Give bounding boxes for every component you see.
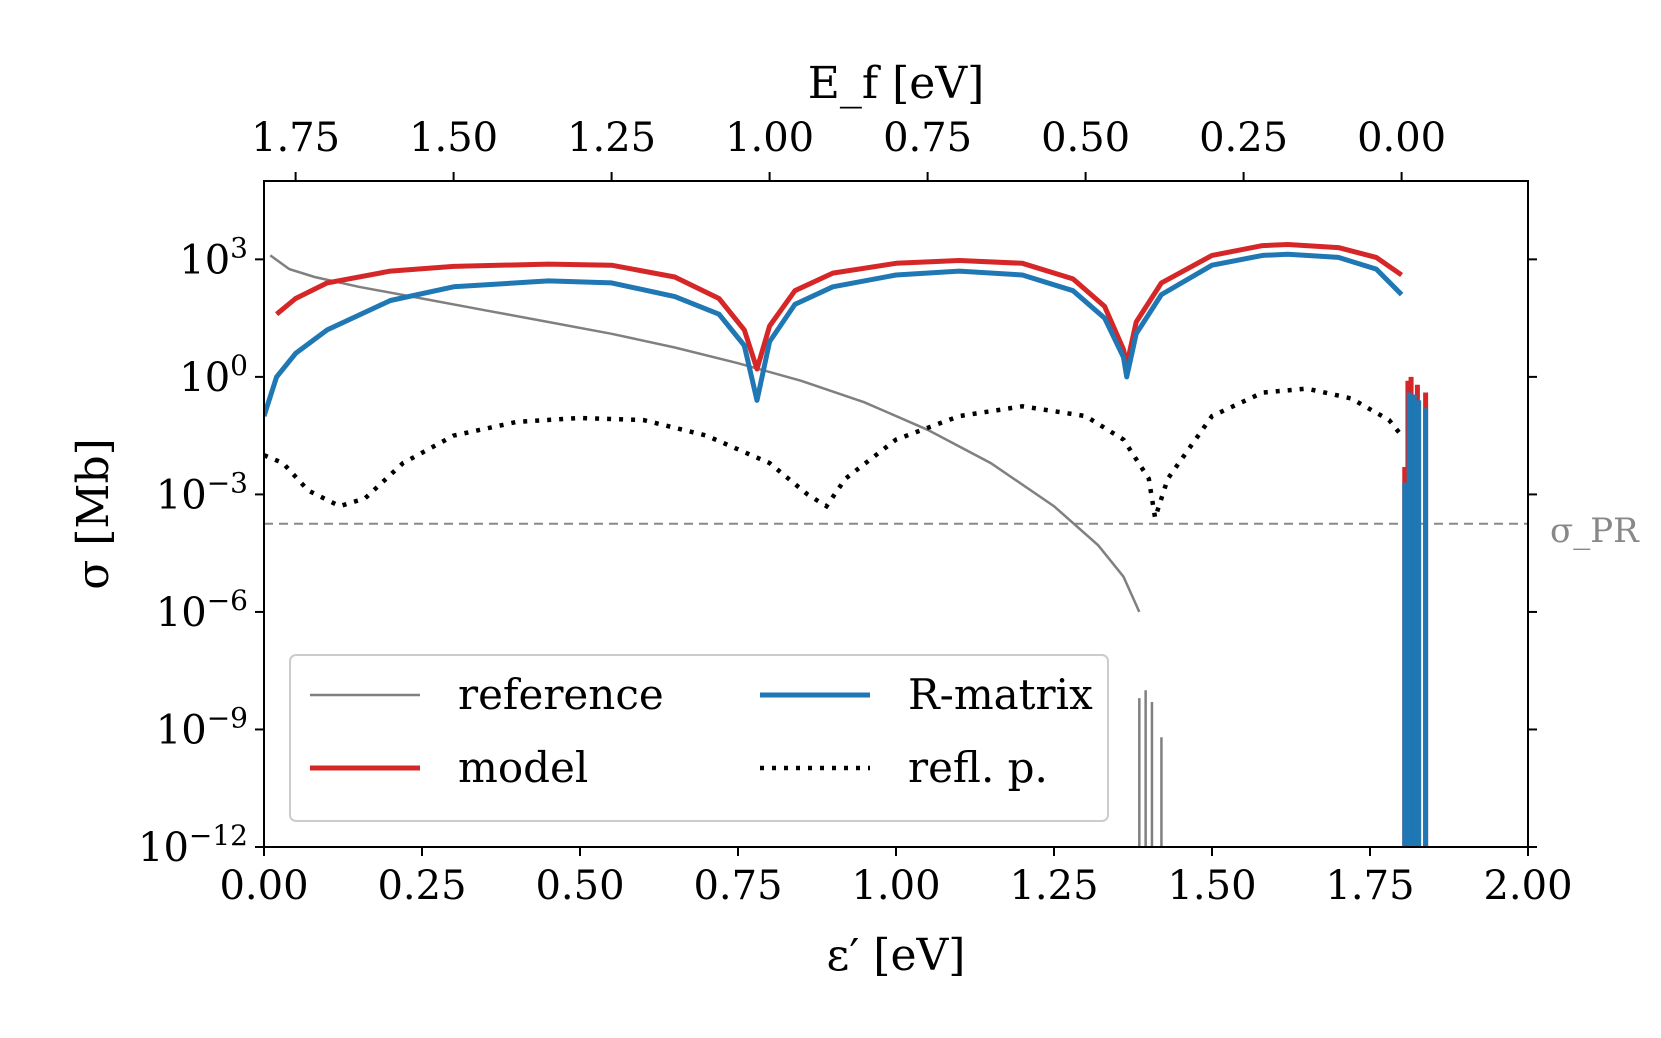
y-tick-label: 10−12 xyxy=(138,819,248,871)
x-tick-label: 1.25 xyxy=(1009,863,1098,909)
x-tick-label: 0.25 xyxy=(377,863,466,909)
top-axis-label: E_f [eV] xyxy=(808,58,985,109)
x-tick-label: 2.00 xyxy=(1483,863,1572,909)
label-layer: ε′ [eV] E_f [eV] σ [Mb] σ_PR 0.00 0.25 0.5… xyxy=(68,58,1640,981)
top-tick-label: 0.50 xyxy=(1041,115,1130,161)
series-r-matrix-line xyxy=(264,251,1404,417)
y-tick-label: 103 xyxy=(179,231,248,283)
legend: reference R-matrix model refl. p. xyxy=(289,654,1109,822)
x-tick-label: 1.00 xyxy=(851,863,940,909)
top-tick-label: 1.25 xyxy=(567,115,656,161)
series-reference-line xyxy=(269,254,1141,613)
y-axis-label: σ [Mb] xyxy=(68,438,119,590)
sigma-pr-label: σ_PR xyxy=(1550,511,1640,551)
series-model-line xyxy=(275,242,1404,372)
top-tick-label: 0.75 xyxy=(883,115,972,161)
legend-label: R-matrix xyxy=(908,670,1093,719)
legend-label: model xyxy=(458,743,588,792)
y-tick-label: 100 xyxy=(179,349,248,401)
y-tick-label: 10−9 xyxy=(156,701,248,753)
top-tick-label: 1.75 xyxy=(251,115,340,161)
y-tick-label: 10−6 xyxy=(156,584,248,636)
series-refl-p--line xyxy=(264,386,1404,519)
legend-label: reference xyxy=(458,670,664,719)
top-tick-label: 1.50 xyxy=(409,115,498,161)
x-axis-label: ε′ [eV] xyxy=(827,930,966,981)
legend-label: refl. p. xyxy=(908,743,1048,792)
top-tick-label: 0.00 xyxy=(1357,115,1446,161)
x-tick-label: 1.75 xyxy=(1325,863,1414,909)
top-tick-label: 1.00 xyxy=(725,115,814,161)
x-tick-label: 0.50 xyxy=(535,863,624,909)
legend-box xyxy=(289,654,1109,822)
x-tick-label: 0.75 xyxy=(693,863,782,909)
x-tick-label: 1.50 xyxy=(1167,863,1256,909)
series-layer xyxy=(264,242,1528,847)
top-tick-label: 0.25 xyxy=(1199,115,1288,161)
x-tick-label: 0.00 xyxy=(219,863,308,909)
tick-layer xyxy=(255,172,1537,856)
y-tick-label: 10−3 xyxy=(156,466,248,518)
plot-frame xyxy=(263,180,1529,848)
